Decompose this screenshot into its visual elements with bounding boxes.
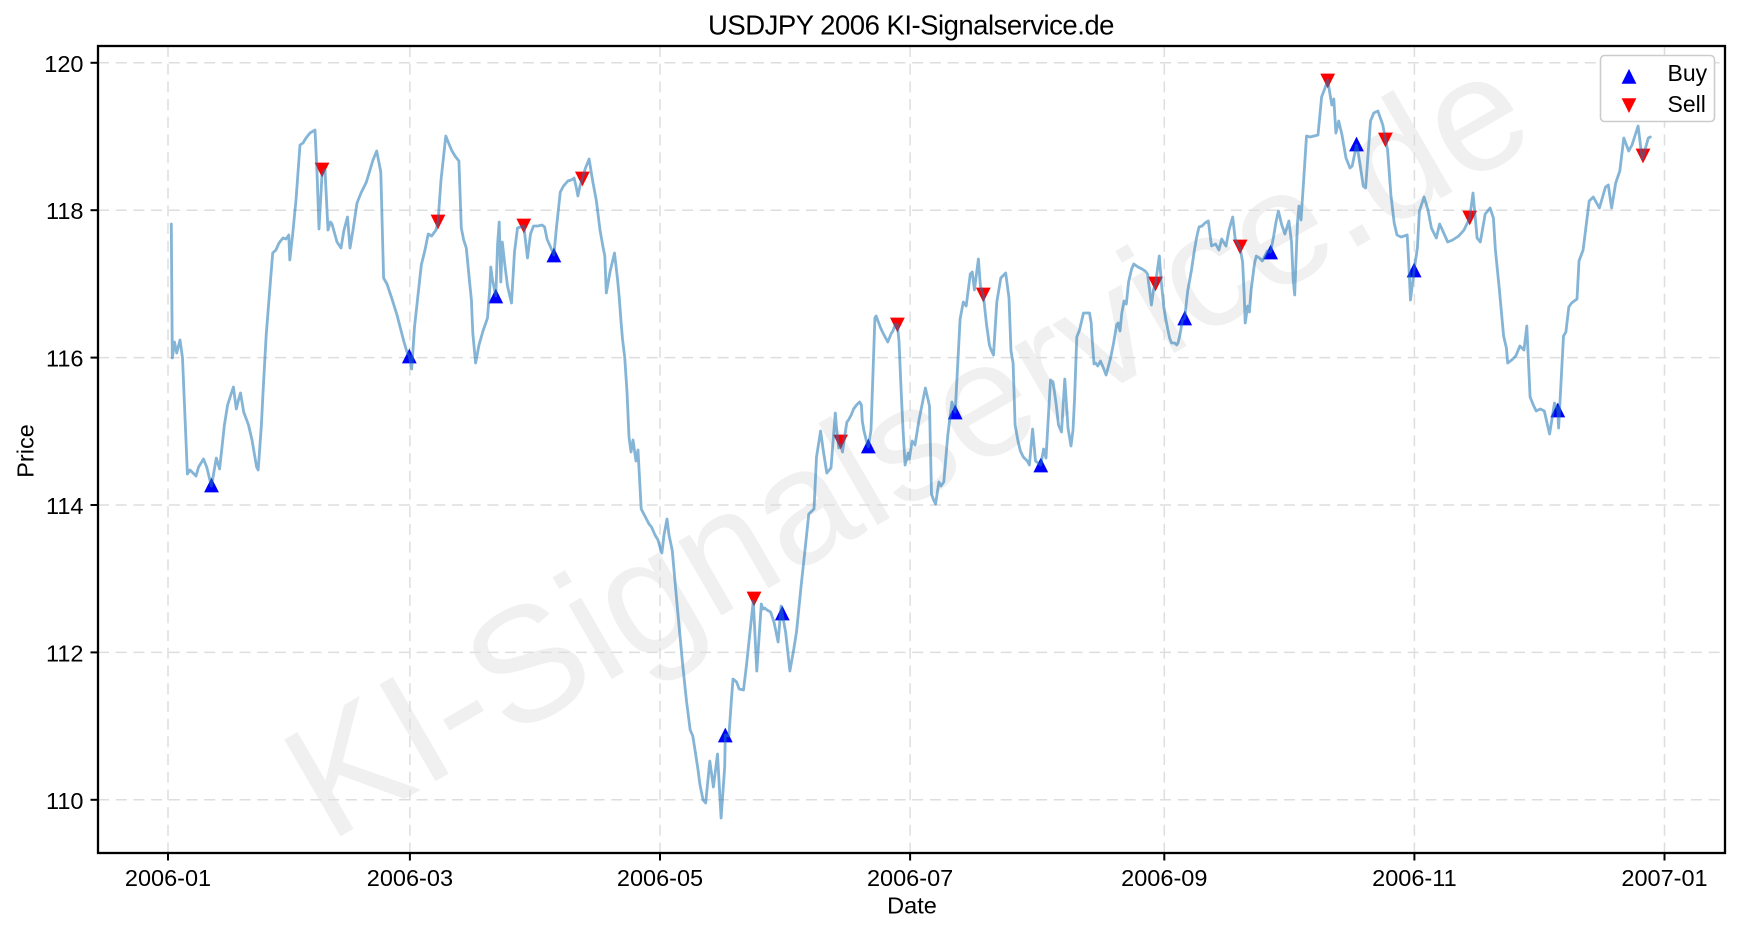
svg-text:2006-09: 2006-09 bbox=[1121, 865, 1207, 891]
svg-text:USDJPY 2006 KI-Signalservice.d: USDJPY 2006 KI-Signalservice.de bbox=[708, 10, 1114, 41]
svg-text:116: 116 bbox=[46, 346, 83, 372]
svg-text:110: 110 bbox=[46, 788, 83, 814]
svg-text:Price: Price bbox=[13, 424, 39, 478]
svg-text:2006-05: 2006-05 bbox=[617, 865, 703, 891]
svg-text:Sell: Sell bbox=[1668, 91, 1706, 117]
svg-text:2006-03: 2006-03 bbox=[367, 865, 453, 891]
svg-text:2006-07: 2006-07 bbox=[867, 865, 953, 891]
svg-text:118: 118 bbox=[46, 198, 83, 224]
svg-text:Buy: Buy bbox=[1668, 60, 1708, 86]
svg-text:114: 114 bbox=[46, 493, 83, 519]
svg-text:2006-01: 2006-01 bbox=[125, 865, 211, 891]
svg-text:112: 112 bbox=[46, 640, 83, 666]
svg-text:Date: Date bbox=[887, 893, 937, 919]
svg-text:2006-11: 2006-11 bbox=[1372, 865, 1457, 891]
svg-text:120: 120 bbox=[44, 51, 83, 77]
svg-text:2007-01: 2007-01 bbox=[1621, 865, 1707, 891]
